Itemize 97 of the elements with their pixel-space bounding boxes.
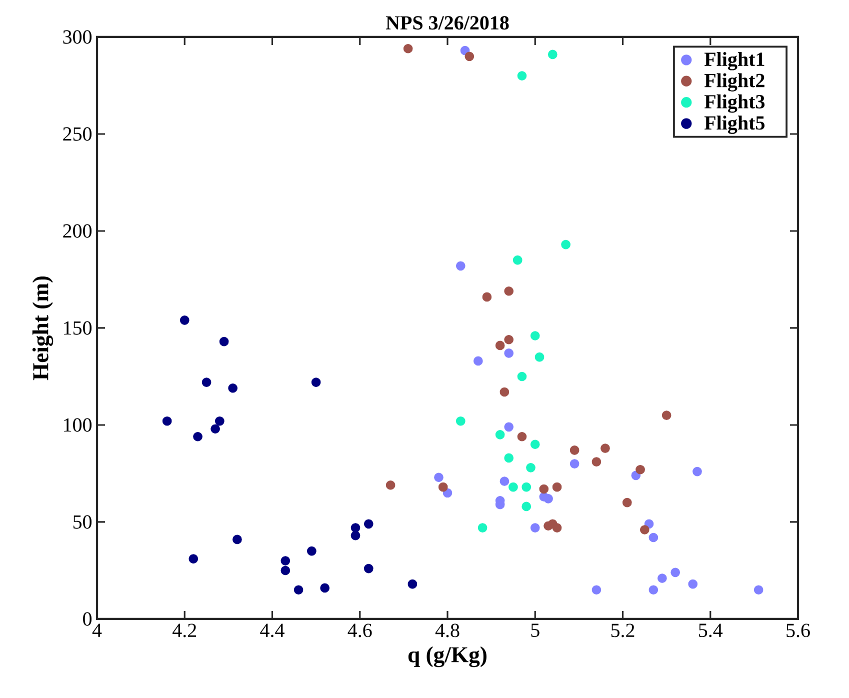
point bbox=[500, 476, 510, 486]
point bbox=[522, 482, 532, 492]
point bbox=[508, 482, 518, 492]
point bbox=[548, 50, 558, 60]
y-tick-label: 100 bbox=[64, 418, 92, 432]
point bbox=[495, 340, 505, 350]
point bbox=[350, 530, 360, 540]
x-tick-label: 4.4 bbox=[260, 624, 284, 638]
point bbox=[526, 462, 536, 472]
point bbox=[648, 585, 658, 595]
y-tick-label: 0 bbox=[83, 612, 92, 626]
y-tick-label: 250 bbox=[63, 127, 92, 141]
point bbox=[311, 378, 321, 387]
point bbox=[648, 532, 658, 542]
legend-label: Flight2 bbox=[704, 73, 764, 92]
point bbox=[517, 71, 527, 80]
x-tick-label: 4.2 bbox=[172, 624, 196, 638]
point bbox=[228, 383, 238, 393]
point bbox=[504, 334, 514, 344]
point bbox=[162, 416, 172, 426]
point bbox=[552, 482, 562, 492]
point bbox=[219, 336, 229, 346]
point bbox=[482, 292, 492, 302]
point bbox=[320, 583, 330, 593]
point bbox=[544, 494, 553, 504]
point bbox=[688, 579, 698, 589]
point bbox=[188, 554, 198, 564]
point bbox=[504, 453, 514, 463]
point bbox=[522, 502, 532, 512]
point bbox=[530, 331, 540, 340]
point bbox=[530, 440, 540, 450]
point bbox=[408, 579, 418, 589]
point bbox=[517, 432, 527, 442]
point bbox=[474, 356, 483, 366]
point bbox=[561, 240, 570, 250]
point bbox=[193, 432, 202, 442]
point bbox=[210, 424, 220, 434]
point bbox=[670, 568, 680, 578]
x-tick-label: 4.6 bbox=[348, 624, 372, 638]
x-tick-label: 5.6 bbox=[786, 624, 810, 638]
y-tick-label: 300 bbox=[63, 30, 92, 44]
point bbox=[280, 556, 290, 566]
point bbox=[364, 564, 374, 574]
x-tick-label: 4.8 bbox=[435, 624, 460, 638]
point bbox=[180, 316, 190, 325]
point bbox=[504, 348, 514, 358]
y-tick-label: 50 bbox=[73, 515, 92, 529]
point bbox=[478, 523, 488, 532]
y-axis-title: Height (m) bbox=[32, 276, 54, 380]
chart-title: NPS 3/26/2018 bbox=[386, 16, 509, 30]
legend-label: Flight3 bbox=[704, 94, 765, 113]
point bbox=[592, 457, 602, 467]
y-tick-label: 200 bbox=[63, 224, 92, 238]
x-tick-label: 4 bbox=[92, 624, 102, 637]
legend-label: Flight5 bbox=[704, 116, 764, 134]
point bbox=[600, 444, 610, 453]
point bbox=[434, 472, 444, 482]
point bbox=[386, 480, 396, 490]
point bbox=[280, 566, 290, 576]
point bbox=[552, 523, 562, 532]
point bbox=[622, 498, 632, 508]
y-tick-label: 150 bbox=[64, 321, 92, 335]
x-tick-label: 5.4 bbox=[699, 624, 723, 638]
point bbox=[294, 585, 304, 595]
x-tick-label: 5 bbox=[531, 624, 540, 637]
point bbox=[636, 464, 645, 474]
point bbox=[504, 286, 514, 296]
point bbox=[512, 255, 522, 265]
point bbox=[658, 574, 667, 583]
point bbox=[570, 459, 580, 468]
point bbox=[403, 44, 413, 54]
point bbox=[202, 378, 212, 387]
point bbox=[539, 484, 549, 494]
point bbox=[662, 410, 672, 420]
legend-label: Flight1 bbox=[704, 52, 764, 70]
point bbox=[570, 446, 580, 455]
point bbox=[534, 352, 544, 362]
point bbox=[592, 585, 602, 595]
point bbox=[215, 416, 224, 426]
point bbox=[504, 422, 514, 432]
point bbox=[530, 523, 540, 532]
point bbox=[692, 466, 702, 476]
point bbox=[456, 416, 466, 426]
point bbox=[307, 546, 316, 556]
point bbox=[464, 52, 474, 62]
point bbox=[350, 523, 360, 532]
point bbox=[232, 534, 242, 544]
point bbox=[754, 585, 764, 595]
point bbox=[495, 430, 505, 440]
point bbox=[456, 261, 466, 271]
x-axis-title: q (g/Kg) bbox=[408, 646, 486, 668]
point bbox=[500, 387, 510, 397]
point bbox=[517, 372, 527, 382]
point bbox=[640, 525, 650, 534]
point bbox=[438, 482, 448, 492]
x-tick-label: 5.2 bbox=[611, 624, 634, 638]
point bbox=[364, 519, 374, 529]
